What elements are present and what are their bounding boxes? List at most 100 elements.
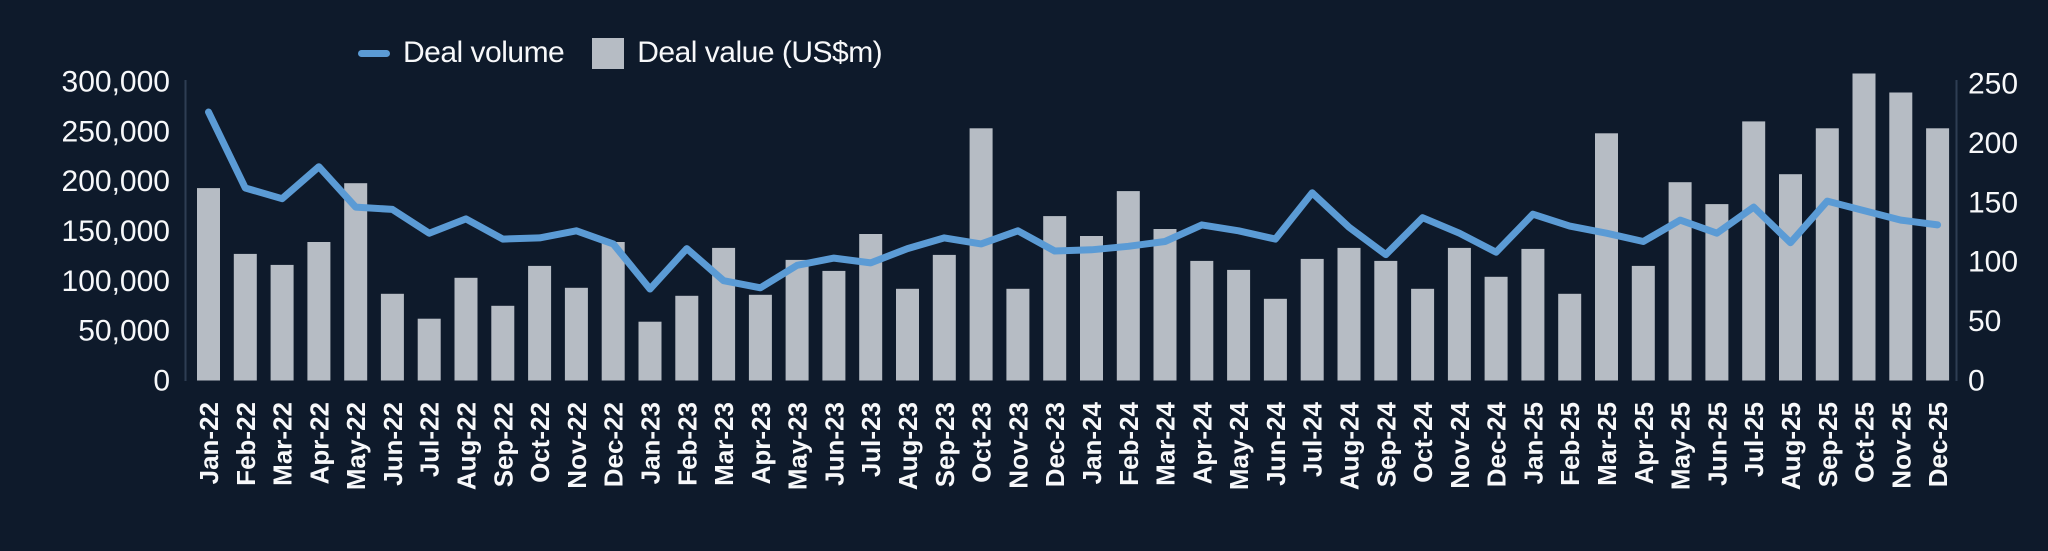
x-axis-tick-label: Apr-23 [746, 402, 776, 484]
bar-Feb-23 [675, 295, 699, 381]
x-axis-tick-label: Sep-24 [1371, 401, 1401, 487]
x-axis-tick-label: Jan-24 [1077, 401, 1107, 484]
bar-May-25 [1668, 182, 1692, 381]
bar-May-22 [344, 183, 368, 381]
bar-Jul-24 [1300, 258, 1324, 381]
bar-Jun-24 [1263, 298, 1287, 381]
bar-Jul-23 [859, 234, 883, 381]
bar-Sep-25 [1815, 128, 1839, 381]
bar-Jan-25 [1521, 248, 1545, 381]
bar-Jun-22 [380, 293, 404, 381]
x-axis-tick-label: Dec-23 [1040, 402, 1070, 487]
bar-Mar-22 [270, 264, 294, 381]
bar-Dec-22 [601, 242, 625, 381]
bar-Sep-22 [491, 305, 515, 381]
bar-Apr-22 [307, 242, 331, 381]
bar-Oct-25 [1852, 73, 1876, 381]
x-axis-tick-label: Apr-22 [304, 402, 334, 484]
x-axis-tick-label: Mar-22 [268, 402, 298, 486]
x-axis-tick-label: Mar-24 [1151, 401, 1181, 485]
right-axis-tick-label: 250 [1968, 68, 2018, 101]
x-axis-tick-label: Dec-25 [1923, 402, 1953, 487]
bar-Aug-23 [896, 288, 919, 381]
x-axis-tick-label: Feb-24 [1114, 401, 1144, 485]
bar-May-23 [785, 259, 809, 381]
left-axis-tick-label: 300,000 [62, 66, 170, 99]
bar-Apr-25 [1631, 265, 1655, 381]
x-axis-tick-label: Dec-22 [599, 402, 629, 487]
bar-Jan-23 [638, 321, 662, 381]
x-axis-tick-label: Nov-24 [1445, 401, 1475, 488]
x-axis-tick-label: Aug-24 [1335, 401, 1365, 490]
x-axis-tick-label: Jun-24 [1261, 401, 1291, 485]
x-axis-tick-label: May-22 [341, 402, 371, 490]
deal-volume-line [205, 108, 1942, 293]
x-axis-tick-label: Jun-23 [819, 402, 849, 486]
left-axis-tick-label: 0 [153, 365, 170, 398]
deal-value-bar-swatch [592, 37, 625, 69]
x-axis-tick-label: Oct-25 [1850, 402, 1880, 483]
bar-Dec-25 [1926, 128, 1950, 381]
x-axis-tick-label: Oct-23 [967, 402, 997, 483]
bar-Aug-25 [1779, 174, 1802, 381]
x-axis-tick-label: Apr-25 [1629, 402, 1659, 484]
x-axis-tick-label: Jan-22 [194, 402, 224, 484]
right-axis-tick-label: 200 [1968, 127, 2018, 160]
bar-Jul-22 [417, 318, 441, 381]
bar-Oct-24 [1411, 288, 1435, 381]
bar-Mar-23 [712, 247, 736, 381]
bar-Jun-23 [822, 270, 846, 381]
right-axis-tick-label: 0 [1968, 365, 1985, 398]
legend: Deal volume Deal value (US$m) [358, 34, 883, 72]
bar-Dec-24 [1484, 276, 1508, 381]
deal-volume-line-swatch [358, 49, 390, 57]
bar-Nov-25 [1889, 92, 1913, 381]
bar-Nov-23 [1006, 288, 1030, 381]
x-axis-tick-label: Jan-25 [1518, 402, 1548, 484]
bar-Mar-24 [1153, 229, 1177, 381]
x-axis-tick-label: Jun-22 [378, 402, 408, 486]
bar-Jan-22 [197, 188, 220, 381]
bar-Aug-22 [454, 277, 478, 381]
x-axis-tick-label: Apr-24 [1187, 401, 1217, 484]
x-axis-tick-label: Nov-23 [1003, 402, 1033, 489]
x-axis-tick-label: Jan-23 [636, 402, 666, 484]
legend-label-deal-volume: Deal volume [403, 36, 565, 69]
bar-Nov-24 [1447, 247, 1471, 381]
bar-Oct-22 [528, 265, 552, 381]
x-axis-tick-label: May-25 [1666, 402, 1696, 490]
x-axis-tick-label: Oct-24 [1408, 401, 1438, 482]
x-axis-tick-label: May-24 [1224, 401, 1254, 490]
left-axis-tick-label: 200,000 [62, 165, 170, 198]
bar-Feb-24 [1116, 191, 1140, 381]
x-axis-tick-label: Mar-23 [709, 402, 739, 486]
right-axis-tick-label: 150 [1968, 186, 2018, 219]
x-axis-tick-label: Sep-23 [930, 402, 960, 487]
bar-Jun-25 [1705, 204, 1729, 381]
bar-Dec-23 [1043, 216, 1067, 381]
x-axis-tick-label: Jul-24 [1298, 401, 1328, 477]
bar-Jul-25 [1742, 121, 1766, 381]
left-axis-tick-label: 150,000 [62, 215, 170, 248]
bar-Oct-23 [969, 128, 993, 381]
x-axis-tick-label: Nov-22 [562, 402, 592, 489]
x-axis-tick-label: Jun-25 [1702, 402, 1732, 486]
bar-Apr-24 [1190, 260, 1214, 381]
left-axis-tick-label: 250,000 [62, 115, 170, 148]
bar-Sep-24 [1374, 260, 1398, 381]
bar-Nov-22 [564, 287, 588, 381]
x-axis-tick-label: Jul-23 [856, 402, 886, 477]
x-axis-tick-label: May-23 [783, 402, 813, 490]
bar-Aug-24 [1337, 247, 1361, 381]
left-axis-tick-label: 100,000 [62, 265, 170, 298]
left-axis-tick-label: 50,000 [78, 315, 170, 348]
bar-Apr-23 [748, 294, 772, 381]
x-axis-tick-label: Feb-25 [1555, 402, 1585, 486]
x-axis-tick-label: Mar-25 [1592, 402, 1622, 486]
x-axis-tick-label: Jul-22 [415, 402, 445, 477]
x-axis-tick-label: Jul-25 [1739, 402, 1769, 477]
x-axis-tick-label: Feb-23 [672, 402, 702, 486]
x-axis-tick-label: Feb-22 [231, 402, 261, 486]
